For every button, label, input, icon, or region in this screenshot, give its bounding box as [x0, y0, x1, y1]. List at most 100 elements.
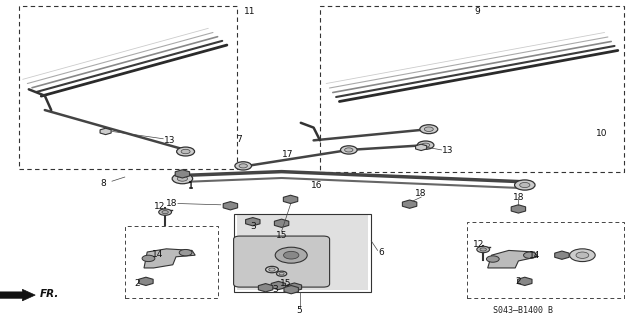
Polygon shape — [403, 200, 417, 208]
Circle shape — [269, 268, 275, 271]
Circle shape — [159, 209, 172, 215]
Bar — [237, 215, 368, 290]
Text: 5: 5 — [297, 306, 302, 315]
Polygon shape — [415, 144, 427, 151]
Circle shape — [102, 130, 109, 133]
Text: 13: 13 — [164, 136, 175, 145]
Circle shape — [287, 288, 296, 292]
Polygon shape — [284, 195, 298, 204]
Text: 1: 1 — [188, 181, 193, 190]
Text: 18: 18 — [513, 193, 524, 202]
Circle shape — [177, 147, 195, 156]
Polygon shape — [511, 205, 525, 213]
Polygon shape — [246, 218, 260, 226]
Text: 6: 6 — [378, 248, 383, 257]
Text: 2: 2 — [135, 279, 140, 288]
Text: 12: 12 — [473, 240, 484, 249]
Circle shape — [422, 143, 430, 147]
Circle shape — [227, 204, 234, 208]
Circle shape — [162, 211, 168, 214]
Polygon shape — [284, 286, 298, 294]
Text: FR.: FR. — [40, 289, 59, 300]
Circle shape — [340, 146, 357, 154]
Circle shape — [142, 255, 155, 262]
Circle shape — [417, 141, 434, 149]
Circle shape — [287, 197, 295, 202]
Text: S043–B1400 B: S043–B1400 B — [493, 306, 553, 315]
Text: 18: 18 — [166, 199, 177, 208]
Bar — [234, 214, 371, 292]
Circle shape — [274, 283, 283, 288]
Circle shape — [558, 253, 566, 257]
Circle shape — [279, 272, 284, 275]
Text: 13: 13 — [442, 146, 454, 155]
Circle shape — [275, 247, 307, 263]
Polygon shape — [287, 283, 301, 291]
Circle shape — [276, 271, 287, 276]
Polygon shape — [139, 277, 153, 286]
Circle shape — [249, 219, 257, 224]
Circle shape — [291, 285, 299, 289]
Text: 3: 3 — [273, 285, 278, 294]
Circle shape — [239, 164, 248, 168]
Circle shape — [179, 249, 192, 256]
Polygon shape — [259, 284, 273, 292]
Circle shape — [172, 174, 193, 184]
Circle shape — [480, 248, 486, 251]
Circle shape — [284, 251, 299, 259]
Text: 16: 16 — [311, 181, 323, 190]
Circle shape — [524, 252, 536, 258]
Circle shape — [178, 172, 187, 176]
Text: 12: 12 — [154, 202, 166, 211]
Text: 17: 17 — [282, 150, 294, 159]
Circle shape — [142, 279, 150, 284]
Circle shape — [406, 202, 414, 206]
Text: 11: 11 — [244, 7, 255, 16]
Circle shape — [515, 180, 535, 190]
Polygon shape — [175, 170, 189, 178]
Circle shape — [420, 125, 438, 134]
Circle shape — [266, 266, 278, 273]
Circle shape — [521, 279, 529, 284]
Circle shape — [570, 249, 595, 262]
FancyBboxPatch shape — [234, 236, 330, 287]
Circle shape — [261, 286, 270, 290]
Polygon shape — [223, 202, 237, 210]
Circle shape — [278, 221, 286, 225]
Text: 2: 2 — [516, 277, 521, 286]
Polygon shape — [144, 249, 195, 268]
Polygon shape — [0, 289, 35, 301]
Polygon shape — [518, 277, 532, 286]
Text: 3: 3 — [250, 222, 255, 231]
Circle shape — [344, 148, 353, 152]
Circle shape — [515, 207, 523, 211]
Circle shape — [576, 252, 589, 258]
Circle shape — [486, 256, 499, 262]
Text: 1: 1 — [188, 182, 193, 191]
Polygon shape — [555, 251, 569, 259]
Text: 15: 15 — [276, 231, 287, 240]
Circle shape — [235, 162, 252, 170]
Circle shape — [181, 149, 190, 154]
Bar — [320, 6, 624, 172]
Bar — [125, 226, 218, 298]
Text: 7: 7 — [236, 135, 241, 144]
Text: 10: 10 — [596, 130, 607, 138]
Circle shape — [418, 146, 424, 149]
Text: 18: 18 — [415, 189, 427, 198]
Bar — [467, 222, 624, 298]
Text: 8: 8 — [101, 179, 106, 188]
Polygon shape — [275, 219, 289, 227]
Circle shape — [477, 246, 490, 253]
Text: 14: 14 — [529, 251, 541, 260]
Circle shape — [177, 176, 188, 181]
Text: 9: 9 — [474, 7, 479, 16]
Polygon shape — [100, 128, 111, 135]
Circle shape — [520, 182, 530, 188]
Circle shape — [424, 127, 433, 131]
Text: 14: 14 — [152, 250, 164, 259]
Text: 15: 15 — [280, 279, 292, 288]
Bar — [19, 6, 237, 169]
Polygon shape — [271, 281, 285, 290]
Polygon shape — [488, 250, 538, 268]
